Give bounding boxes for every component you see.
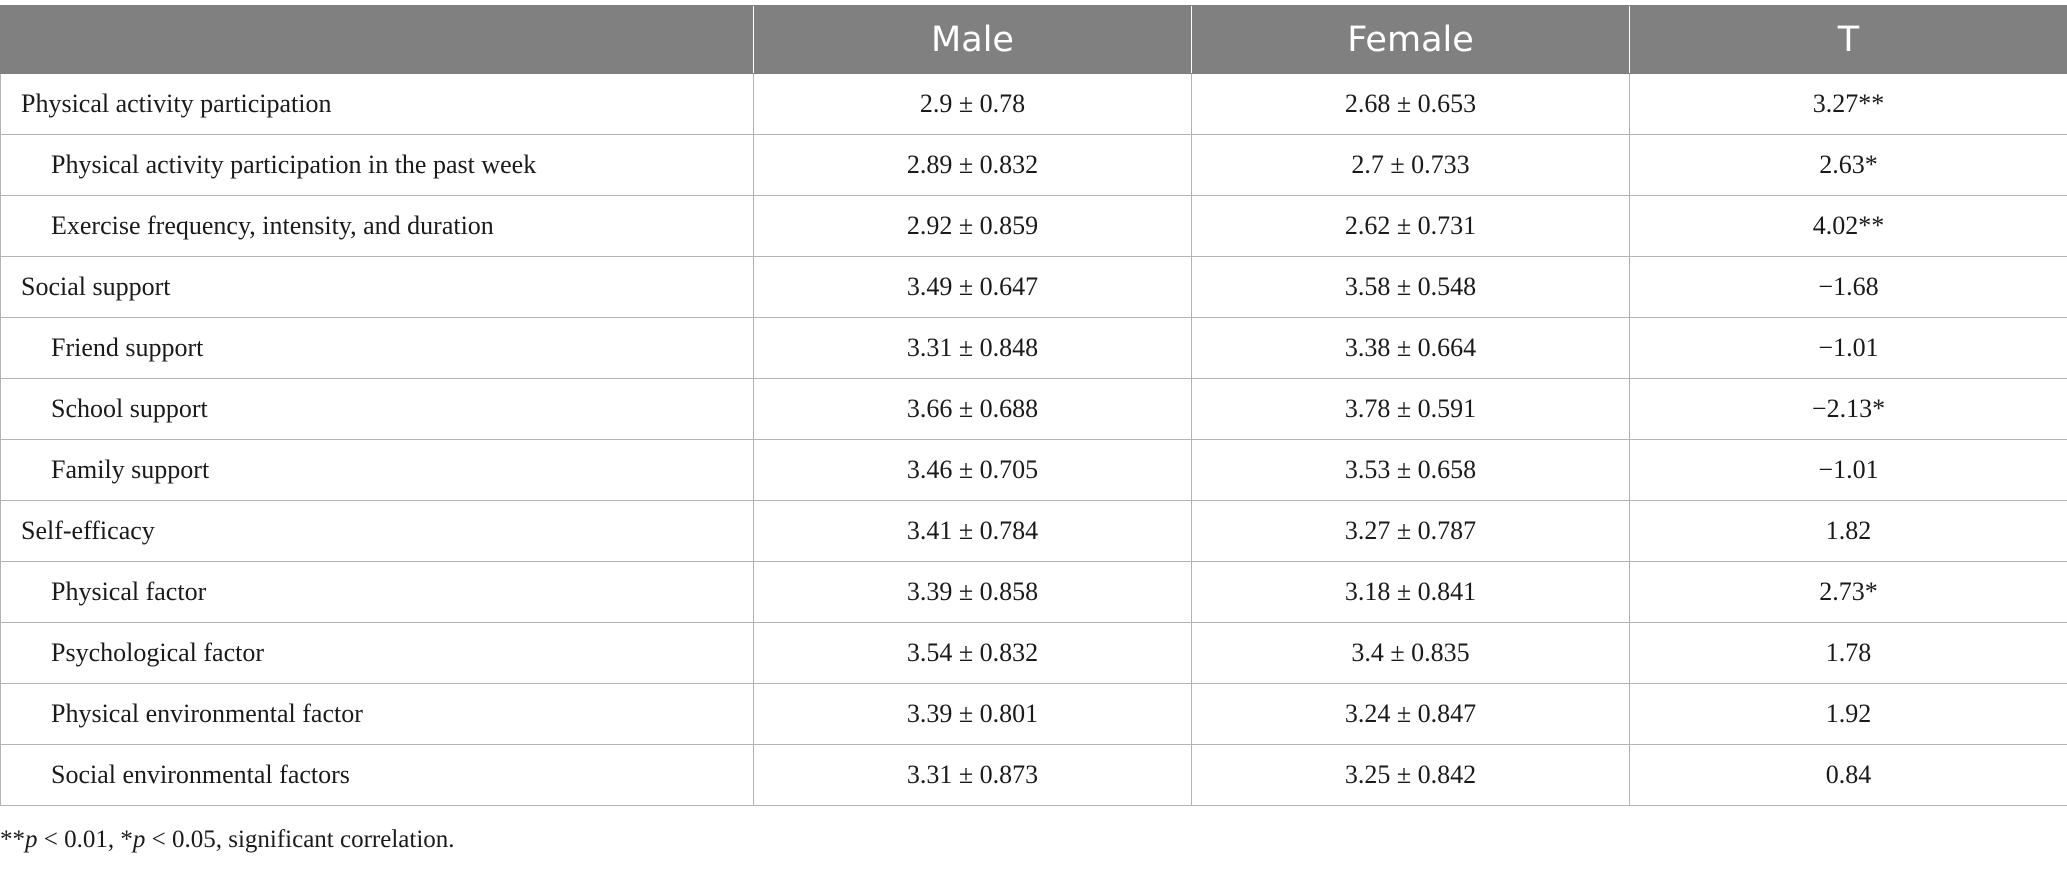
t-value-cell: 3.27** bbox=[1629, 73, 2067, 135]
t-value-cell: −1.68 bbox=[1629, 256, 2067, 318]
row-label-cell: Physical environmental factor bbox=[0, 683, 754, 745]
female-value-cell: 3.78 ± 0.591 bbox=[1191, 378, 1630, 440]
table-footnote: **p < 0.01, *p < 0.05, significant corre… bbox=[0, 826, 455, 854]
t-value-cell: 2.73* bbox=[1629, 561, 2067, 623]
table-row: Friend support 3.31 ± 0.848 3.38 ± 0.664 −1… bbox=[0, 317, 2067, 379]
male-value-cell: 3.54 ± 0.832 bbox=[753, 622, 1192, 684]
row-label-cell: Friend support bbox=[0, 317, 754, 379]
female-value-cell: 2.7 ± 0.733 bbox=[1191, 134, 1630, 196]
male-value-cell: 2.92 ± 0.859 bbox=[753, 195, 1192, 257]
footnote-part-2: < 0.01, * bbox=[37, 826, 133, 853]
t-value-cell: 0.84 bbox=[1629, 744, 2067, 806]
male-value-cell: 3.31 ± 0.873 bbox=[753, 744, 1192, 806]
female-value-cell: 3.4 ± 0.835 bbox=[1191, 622, 1630, 684]
table-row: Physical factor 3.39 ± 0.858 3.18 ± 0.841 2… bbox=[0, 561, 2067, 623]
male-value-cell: 3.31 ± 0.848 bbox=[753, 317, 1192, 379]
male-value-cell: 3.46 ± 0.705 bbox=[753, 439, 1192, 501]
header-cell-t: T bbox=[1629, 5, 2067, 74]
male-value-cell: 2.9 ± 0.78 bbox=[753, 73, 1192, 135]
table-header: Male Female T bbox=[0, 5, 2067, 74]
table-row: Physical activity participation 2.9 ± 0.7… bbox=[0, 73, 2067, 135]
t-value-cell: 2.63* bbox=[1629, 134, 2067, 196]
header-row: Male Female T bbox=[0, 5, 2067, 74]
header-cell-male: Male bbox=[753, 5, 1192, 74]
t-value-cell: −1.01 bbox=[1629, 439, 2067, 501]
male-value-cell: 3.41 ± 0.784 bbox=[753, 500, 1192, 562]
row-label-cell: Social environmental factors bbox=[0, 744, 754, 806]
table-body: Physical activity participation 2.9 ± 0.7… bbox=[0, 73, 2067, 806]
t-value-cell: −2.13* bbox=[1629, 378, 2067, 440]
table-row: Family support 3.46 ± 0.705 3.53 ± 0.658 −1… bbox=[0, 439, 2067, 501]
female-value-cell: 2.62 ± 0.731 bbox=[1191, 195, 1630, 257]
header-cell-variable bbox=[0, 5, 754, 74]
male-value-cell: 3.66 ± 0.688 bbox=[753, 378, 1192, 440]
table-row: School support 3.66 ± 0.688 3.78 ± 0.591 −2… bbox=[0, 378, 2067, 440]
t-value-cell: 1.92 bbox=[1629, 683, 2067, 745]
t-value-cell: 1.78 bbox=[1629, 622, 2067, 684]
male-value-cell: 3.49 ± 0.647 bbox=[753, 256, 1192, 318]
table-row: Social support 3.49 ± 0.647 3.58 ± 0.548 −1… bbox=[0, 256, 2067, 318]
footnote-part-1: ** bbox=[0, 826, 25, 853]
header-cell-female: Female bbox=[1191, 5, 1630, 74]
table-row: Psychological factor 3.54 ± 0.832 3.4 ± 0.… bbox=[0, 622, 2067, 684]
table-row: Physical activity participation in the p… bbox=[0, 134, 2067, 196]
footnote-p-2: p bbox=[132, 826, 146, 853]
row-label-cell: Self-efficacy bbox=[0, 500, 754, 562]
female-value-cell: 3.18 ± 0.841 bbox=[1191, 561, 1630, 623]
row-label-cell: School support bbox=[0, 378, 754, 440]
row-label-cell: Family support bbox=[0, 439, 754, 501]
female-value-cell: 3.27 ± 0.787 bbox=[1191, 500, 1630, 562]
row-label-cell: Physical factor bbox=[0, 561, 754, 623]
footnote-p-1: p bbox=[25, 826, 38, 853]
table-row: Self-efficacy 3.41 ± 0.784 3.27 ± 0.787 1.8… bbox=[0, 500, 2067, 562]
female-value-cell: 3.53 ± 0.658 bbox=[1191, 439, 1630, 501]
female-value-cell: 2.68 ± 0.653 bbox=[1191, 73, 1630, 135]
t-value-cell: 1.82 bbox=[1629, 500, 2067, 562]
gender-comparison-table: Male Female T Physical activity particip… bbox=[0, 5, 2067, 806]
row-label-cell: Social support bbox=[0, 256, 754, 318]
t-value-cell: 4.02** bbox=[1629, 195, 2067, 257]
comparison-table-container: Male Female T Physical activity particip… bbox=[0, 5, 2067, 806]
female-value-cell: 3.24 ± 0.847 bbox=[1191, 683, 1630, 745]
row-label-cell: Exercise frequency, intensity, and durat… bbox=[0, 195, 754, 257]
female-value-cell: 3.25 ± 0.842 bbox=[1191, 744, 1630, 806]
male-value-cell: 3.39 ± 0.858 bbox=[753, 561, 1192, 623]
footnote-part-3: < 0.05, significant correlation. bbox=[145, 826, 455, 853]
table-row: Exercise frequency, intensity, and durat… bbox=[0, 195, 2067, 257]
table-row: Social environmental factors 3.31 ± 0.873… bbox=[0, 744, 2067, 806]
female-value-cell: 3.38 ± 0.664 bbox=[1191, 317, 1630, 379]
table-row: Physical environmental factor 3.39 ± 0.80… bbox=[0, 683, 2067, 745]
male-value-cell: 3.39 ± 0.801 bbox=[753, 683, 1192, 745]
male-value-cell: 2.89 ± 0.832 bbox=[753, 134, 1192, 196]
row-label-cell: Psychological factor bbox=[0, 622, 754, 684]
row-label-cell: Physical activity participation in the p… bbox=[0, 134, 754, 196]
female-value-cell: 3.58 ± 0.548 bbox=[1191, 256, 1630, 318]
row-label-cell: Physical activity participation bbox=[0, 73, 754, 135]
t-value-cell: −1.01 bbox=[1629, 317, 2067, 379]
